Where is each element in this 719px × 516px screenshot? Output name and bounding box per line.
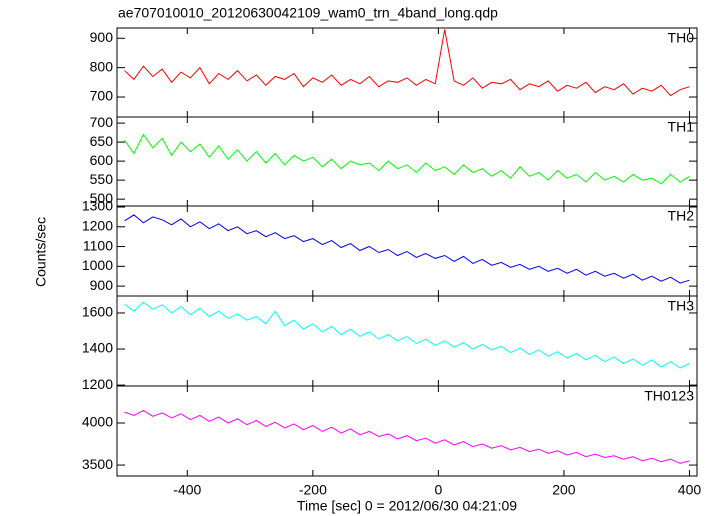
panel-label: TH2 — [668, 208, 695, 224]
series-line — [124, 409, 690, 464]
y-tick-label: 900 — [90, 29, 114, 45]
y-tick-label: 1000 — [82, 257, 113, 273]
y-tick-label: 1400 — [82, 340, 113, 356]
panel-label: TH0 — [668, 30, 695, 46]
y-tick-label: 700 — [90, 114, 114, 130]
y-tick-label: 650 — [90, 133, 114, 149]
y-tick-label: 500 — [90, 190, 114, 206]
x-tick-label: 400 — [678, 482, 702, 498]
y-tick-label: 800 — [90, 58, 114, 74]
series-line — [124, 29, 690, 97]
y-axis-label: Counts/sec — [33, 217, 49, 287]
x-tick-label: -200 — [299, 482, 327, 498]
y-tick-label: 3500 — [82, 456, 113, 472]
y-tick-label: 550 — [90, 171, 114, 187]
panel: TH1 500 550 600 650 700 — [90, 114, 698, 207]
y-tick-label: 600 — [90, 152, 114, 168]
y-tick-label: 1300 — [82, 198, 113, 214]
y-tick-label: 700 — [90, 88, 114, 104]
x-tick-label: -400 — [173, 482, 201, 498]
y-tick-label: 1100 — [83, 237, 113, 253]
panel: TH3 1200 1400 1600 — [82, 295, 698, 392]
panel-frame — [116, 385, 698, 477]
panel-label: TH1 — [668, 119, 695, 135]
series-line — [124, 214, 690, 284]
y-tick-label: 900 — [90, 277, 114, 293]
panel-label: TH3 — [668, 298, 695, 314]
y-tick-label: 1200 — [82, 376, 113, 392]
panel: TH0 700 800 900 — [90, 27, 698, 118]
x-tick-label: 0 — [434, 482, 442, 498]
x-tick-label: 200 — [552, 482, 576, 498]
panel-label: TH0123 — [644, 388, 694, 404]
series-line — [124, 301, 690, 369]
panel: TH0123 3500 4000 — [82, 385, 698, 477]
panel-frame — [116, 27, 698, 118]
panel-frame — [116, 116, 698, 207]
series-line — [124, 133, 690, 185]
y-tick-label: 1200 — [82, 217, 113, 233]
panel: TH2 900 1000 1100 1200 1300 — [82, 198, 698, 297]
chart-title: ae707010010_20120630042109_wam0_trn_4ban… — [118, 5, 498, 21]
x-axis-label: Time [sec] 0 = 2012/06/30 04:21:09 — [297, 498, 517, 514]
y-tick-label: 1600 — [82, 304, 113, 320]
y-tick-label: 4000 — [82, 414, 113, 430]
panel-frame — [116, 295, 698, 387]
